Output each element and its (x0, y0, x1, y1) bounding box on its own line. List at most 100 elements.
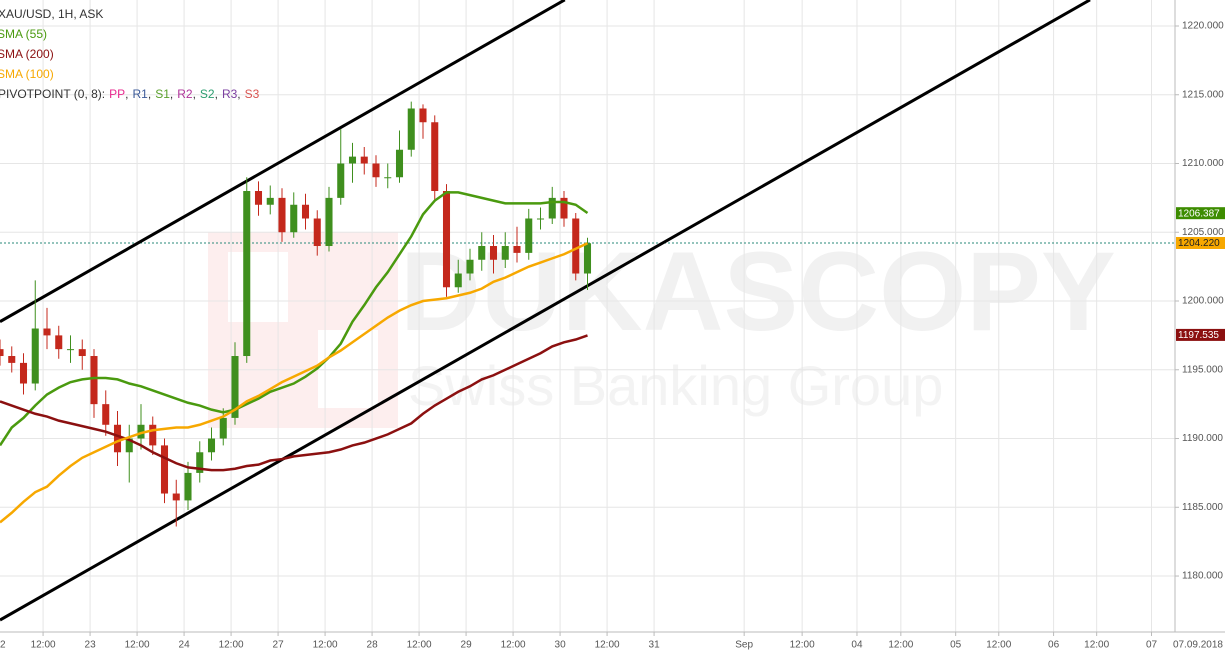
candle-body (254, 191, 263, 205)
candle-body (466, 259, 474, 274)
y-tick-label: 1220.000 (1182, 21, 1224, 32)
legend-entry: SMA (100) (0, 67, 54, 81)
candle-body (313, 218, 321, 247)
pivot-separator: , (237, 87, 240, 101)
x-tick-label: 12:00 (407, 640, 432, 651)
pivot-separator: , (148, 87, 151, 101)
x-tick-label: 23 (85, 640, 97, 651)
candle-body (325, 197, 333, 247)
pivot-separator: , (215, 87, 218, 101)
candle-body (78, 349, 86, 357)
x-tick-label: 28 (367, 640, 379, 651)
price-marker (1176, 328, 1225, 341)
pivot-item: S2 (200, 87, 215, 101)
x-tick-label: 05 (950, 640, 962, 651)
legend-title: XAU/USD, 1H, ASK (0, 7, 103, 21)
y-tick-label: 1200.000 (1182, 296, 1224, 307)
candle-body (501, 246, 509, 260)
candle-body (243, 191, 251, 357)
candle-body (90, 356, 98, 405)
candle-body (219, 417, 227, 439)
candle-body (290, 204, 298, 233)
sma-line (0, 242, 589, 524)
candle-body (8, 356, 16, 363)
x-tick-label: 30 (555, 640, 567, 651)
price-marker (1176, 236, 1225, 249)
candle-body (560, 197, 568, 219)
candle-body (278, 197, 286, 233)
candle-body (43, 328, 51, 336)
watermark-subtitle: Swiss Banking Group (408, 354, 943, 417)
x-tick-label: 12:00 (1084, 640, 1109, 651)
x-tick-label: 12:00 (595, 640, 620, 651)
candle-body (172, 493, 180, 501)
y-tick-label: 1210.000 (1182, 158, 1224, 169)
candle-body (419, 108, 427, 123)
time-axis-bg (0, 632, 1225, 654)
candle-body (548, 197, 556, 219)
candle-body (536, 218, 545, 220)
candle-body (583, 243, 592, 274)
pivot-separator: , (193, 87, 196, 101)
candle-body (572, 218, 580, 274)
pivot-separator: , (170, 87, 173, 101)
x-tick-label: 07 (1146, 640, 1158, 651)
price-marker-label: 1204.220 (1178, 238, 1220, 249)
pivot-item: PP (109, 87, 125, 101)
candle-body (525, 218, 533, 253)
trendline (0, 0, 1091, 622)
x-end-label: 07.09.2018 (1173, 640, 1223, 651)
sma-line (0, 334, 588, 472)
candle-body (266, 197, 274, 205)
x-tick-label: 12:00 (986, 640, 1011, 651)
x-tick-label: 12:00 (888, 640, 913, 651)
x-tick-label: 29 (461, 640, 473, 651)
x-tick-label: 12:00 (31, 640, 56, 651)
candle-body (513, 246, 521, 253)
x-tick-label: 31 (649, 640, 661, 651)
x-tick-label: 12:00 (790, 640, 815, 651)
candle-body (160, 445, 169, 494)
candle-body (55, 335, 63, 350)
candle-body (384, 177, 392, 179)
candle-body (431, 122, 439, 192)
pivot-item: R3 (222, 87, 238, 101)
watermark-logo-cut (318, 330, 378, 408)
y-tick-label: 1195.000 (1182, 364, 1223, 375)
price-marker (1176, 207, 1225, 220)
candle-body (113, 424, 122, 453)
price-axis-bg (1175, 0, 1225, 654)
pivot-label: PIVOTPOINT (0, 8): (0, 87, 105, 101)
y-tick-label: 1185.000 (1182, 502, 1223, 513)
candle-body (442, 191, 451, 288)
candle-body (301, 204, 310, 219)
legend-entry: SMA (55) (0, 27, 47, 41)
candle-body (478, 246, 486, 260)
candle-body (0, 349, 4, 357)
x-tick-label: 06 (1048, 640, 1060, 651)
y-tick-label: 1215.000 (1182, 89, 1224, 100)
x-tick-label: 12:00 (125, 640, 150, 651)
candle-body (31, 328, 39, 384)
pivot-separator: , (125, 87, 128, 101)
candle-body (407, 108, 415, 150)
candle-body (149, 424, 157, 446)
candle-body (184, 472, 192, 501)
x-tick-label: 27 (273, 640, 285, 651)
pivot-item: R1 (133, 87, 149, 101)
watermark-logo-cut (228, 252, 288, 322)
candle-body (231, 356, 239, 418)
x-tick-label: 24 (179, 640, 191, 651)
x-tick-label: 04 (851, 640, 863, 651)
plot (0, 0, 1091, 622)
candle-body (395, 149, 404, 178)
x-tick-label: 2 (0, 640, 6, 651)
candle-body (337, 163, 345, 198)
sma-line (0, 191, 589, 447)
x-tick-label: 12:00 (313, 640, 338, 651)
candle-body (102, 404, 110, 425)
watermark: DUKASCOPY Swiss Banking Group (208, 229, 1116, 428)
